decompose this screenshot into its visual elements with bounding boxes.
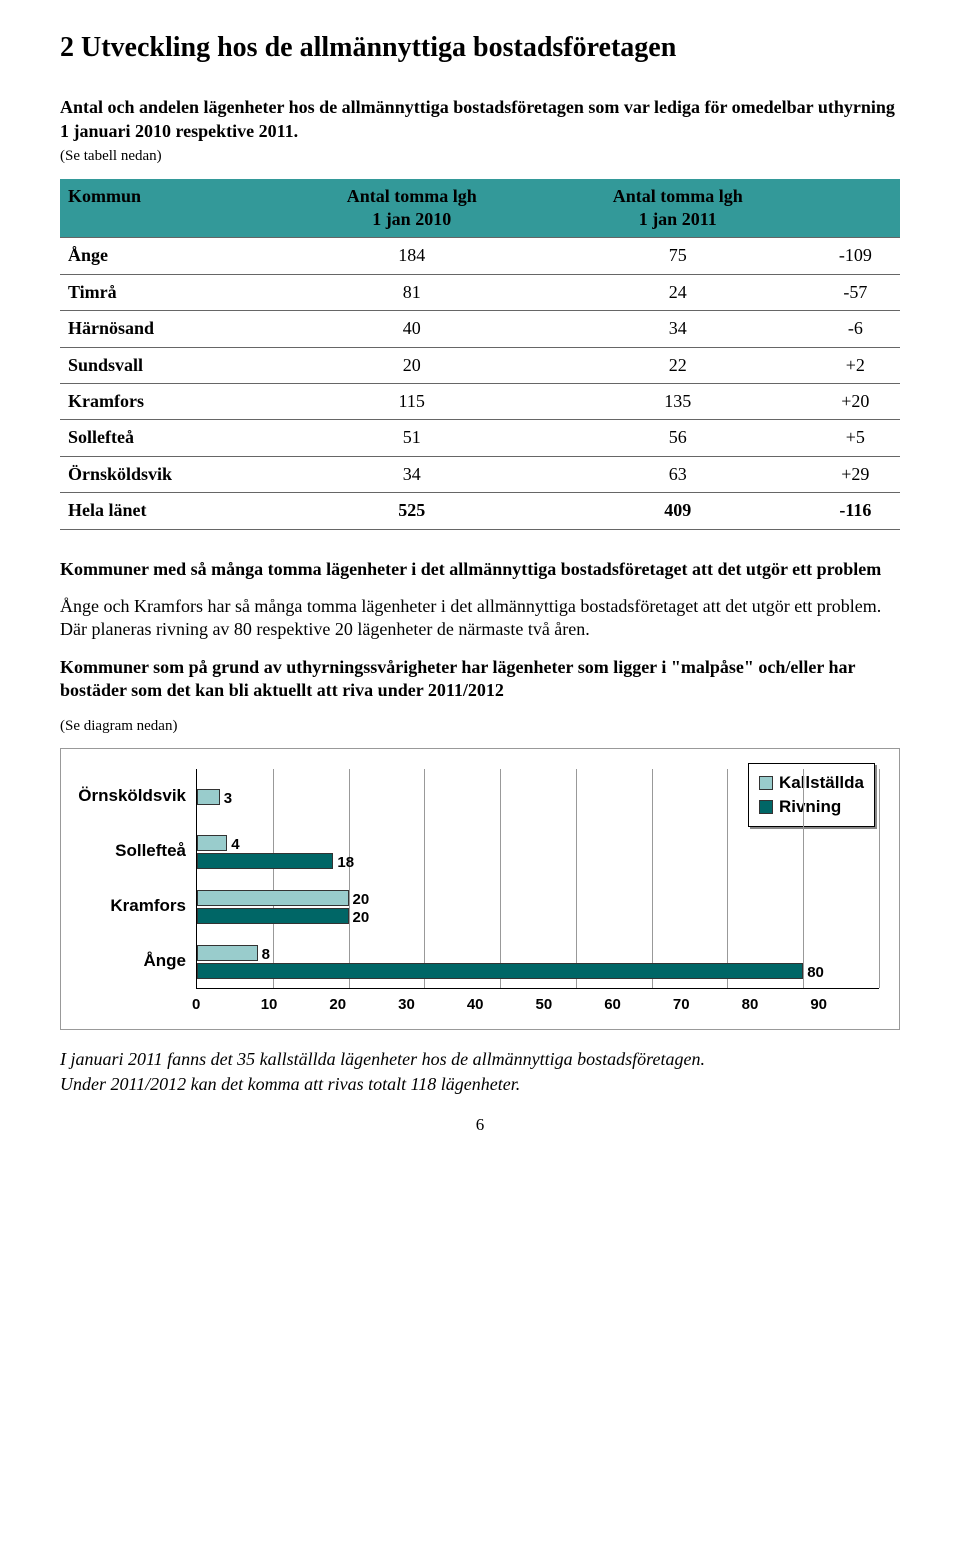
cell-value: 34 (279, 456, 545, 492)
caption-1: I januari 2011 fanns det 35 kallställda … (60, 1048, 900, 1071)
cell-value: 51 (279, 420, 545, 456)
cell-value: 22 (545, 347, 811, 383)
col-kommun: Kommun (60, 179, 279, 238)
cell-value: -109 (811, 238, 900, 274)
x-axis-tick: 10 (261, 995, 330, 1015)
vacancy-table: Kommun Antal tomma lgh 1 jan 2010 Antal … (60, 179, 900, 530)
cell-kommun: Sollefteå (60, 420, 279, 456)
cell-value: -116 (811, 493, 900, 529)
cell-kommun: Timrå (60, 274, 279, 310)
cell-value: 20 (279, 347, 545, 383)
x-axis-tick: 0 (192, 995, 261, 1015)
bar-value-label: 20 (353, 908, 370, 928)
table-row: Timrå8124-57 (60, 274, 900, 310)
page-heading: 2 Utveckling hos de allmännyttiga bostad… (60, 30, 900, 66)
cell-kommun: Kramfors (60, 384, 279, 420)
bar-kallstallda (197, 835, 227, 851)
col-2010: Antal tomma lgh 1 jan 2010 (279, 179, 545, 238)
cell-kommun: Hela länet (60, 493, 279, 529)
y-axis-label: Örnsköldsvik (78, 769, 186, 824)
bar-rivning (197, 853, 333, 869)
table-row: Örnsköldsvik3463+29 (60, 456, 900, 492)
x-axis-tick: 70 (673, 995, 742, 1015)
table-row: Hela länet525409-116 (60, 493, 900, 529)
cell-value: 81 (279, 274, 545, 310)
table-header-row: Kommun Antal tomma lgh 1 jan 2010 Antal … (60, 179, 900, 238)
cell-value: +29 (811, 456, 900, 492)
caption-2: Under 2011/2012 kan det komma att rivas … (60, 1073, 900, 1096)
cell-value: -57 (811, 274, 900, 310)
para3-bold: Kommuner som på grund av uthyrningssvåri… (60, 656, 900, 703)
bar-value-label: 20 (353, 890, 370, 910)
bar-value-label: 4 (231, 835, 239, 855)
cell-kommun: Sundsvall (60, 347, 279, 383)
x-axis-tick: 20 (329, 995, 398, 1015)
cell-value: 24 (545, 274, 811, 310)
cell-value: +2 (811, 347, 900, 383)
cell-kommun: Örnsköldsvik (60, 456, 279, 492)
bar-value-label: 18 (337, 853, 354, 873)
y-axis-label: Ånge (144, 934, 187, 989)
cell-value: +5 (811, 420, 900, 456)
bar-chart: Kallställda Rivning ÖrnsköldsvikSollefte… (60, 748, 900, 1030)
bar-rivning (197, 908, 349, 924)
table-row: Sundsvall2022+2 (60, 347, 900, 383)
cell-value: 525 (279, 493, 545, 529)
gridline (879, 769, 880, 988)
bar-value-label: 8 (262, 945, 270, 965)
x-axis-tick: 40 (467, 995, 536, 1015)
table-row: Kramfors115135+20 (60, 384, 900, 420)
intro-bold: Antal och andelen lägenheter hos de allm… (60, 96, 900, 143)
col-2011: Antal tomma lgh 1 jan 2011 (545, 179, 811, 238)
bar-row: 2020 (197, 879, 879, 934)
cell-value: 40 (279, 311, 545, 347)
x-axis-tick: 60 (604, 995, 673, 1015)
cell-value: 184 (279, 238, 545, 274)
bar-row: 8 80 (197, 934, 879, 989)
intro-note: (Se tabell nedan) (60, 147, 900, 167)
bar-row: 3 (197, 769, 879, 824)
cell-value: +20 (811, 384, 900, 420)
y-axis-label: Sollefteå (115, 824, 186, 879)
cell-value: -6 (811, 311, 900, 347)
cell-value: 56 (545, 420, 811, 456)
para2-bold: Kommuner med så många tomma lägenheter i… (60, 558, 900, 581)
cell-value: 115 (279, 384, 545, 420)
bar-rivning (197, 963, 803, 979)
bar-value-label: 80 (807, 963, 824, 983)
cell-value: 34 (545, 311, 811, 347)
table-row: Härnösand4034-6 (60, 311, 900, 347)
page-number: 6 (60, 1114, 900, 1136)
para3-note: (Se diagram nedan) (60, 717, 900, 737)
table-row: Sollefteå5156+5 (60, 420, 900, 456)
y-axis-label: Kramfors (110, 879, 186, 934)
x-axis-tick: 90 (810, 995, 879, 1015)
para2-body: Ånge och Kramfors har så många tomma läg… (60, 595, 900, 642)
table-row: Ånge18475-109 (60, 238, 900, 274)
cell-value: 409 (545, 493, 811, 529)
x-axis-tick: 30 (398, 995, 467, 1015)
cell-value: 75 (545, 238, 811, 274)
col-diff (811, 179, 900, 238)
bar-kallstallda (197, 890, 349, 906)
x-axis-tick: 50 (536, 995, 605, 1015)
bar-value-label: 3 (224, 789, 232, 809)
bar-kallstallda (197, 945, 258, 961)
x-axis-tick: 80 (742, 995, 811, 1015)
cell-value: 63 (545, 456, 811, 492)
cell-kommun: Ånge (60, 238, 279, 274)
cell-value: 135 (545, 384, 811, 420)
bar-row: 4 18 (197, 824, 879, 879)
cell-kommun: Härnösand (60, 311, 279, 347)
bar-kallstallda (197, 789, 220, 805)
